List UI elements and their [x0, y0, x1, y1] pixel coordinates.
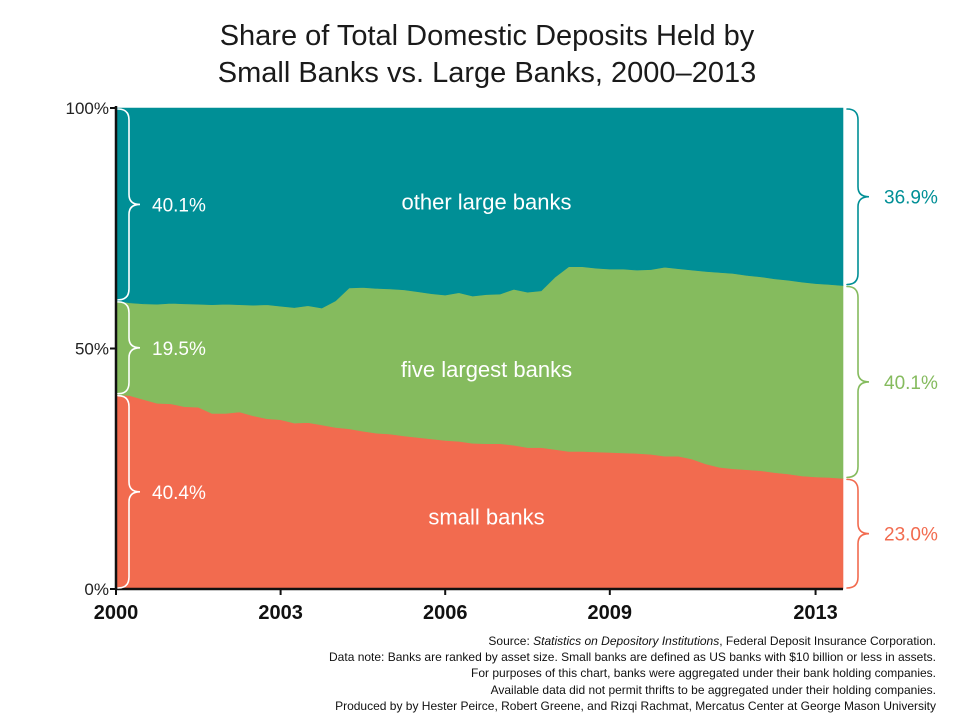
x-tick-label: 2006	[423, 602, 468, 624]
series-labels: small banks 40.4% 23.0% five largest banks 1…	[117, 108, 938, 589]
data-note-line: Data note: Banks are ranked by asset siz…	[329, 650, 936, 665]
end-value-other-large-banks: 36.9%	[884, 188, 938, 209]
end-value-small-banks: 23.0%	[884, 525, 938, 546]
source-line: Source: Statistics on Depository Institu…	[176, 633, 936, 649]
x-tick-label: 2009	[588, 602, 633, 624]
start-value-other-large-banks: 40.1%	[152, 195, 206, 216]
x-tick-label: 2003	[258, 602, 303, 624]
credits-line: Produced by by Hester Peirce, Robert Gre…	[335, 698, 936, 713]
series-label-five-largest-banks: five largest banks	[401, 357, 572, 382]
start-brace-small-banks	[117, 394, 141, 589]
chart-title-line-1: Share of Total Domestic Deposits Held by	[220, 20, 755, 52]
series-label-small-banks: small banks	[428, 504, 544, 529]
thrifts-note-line: Available data did not permit thrifts to…	[490, 682, 936, 697]
stacked-areas	[115, 107, 844, 590]
axes: 0% 50% 100% 2000 2003 2006 2009 2013	[66, 99, 843, 624]
series-label-other-large-banks: other large banks	[402, 189, 572, 214]
end-brace-five-largest-banks	[846, 285, 870, 479]
start-brace-other-large-banks	[117, 108, 141, 301]
start-value-five-largest-banks: 19.5%	[152, 339, 206, 360]
source-title: Statistics on Depository Institutions	[533, 634, 720, 648]
y-tick-label: 50%	[75, 340, 109, 359]
end-brace-small-banks	[846, 478, 870, 589]
x-tick-label: 2000	[94, 602, 139, 624]
start-brace-five-largest-banks	[117, 301, 141, 395]
end-brace-other-large-banks	[846, 108, 870, 286]
source-suffix: , Federal Deposit Insurance Corporation.	[719, 634, 936, 648]
end-value-five-largest-banks: 40.1%	[884, 373, 938, 394]
y-tick-label: 0%	[84, 580, 109, 599]
source-prefix: Source:	[488, 634, 534, 648]
y-tick-label: 100%	[66, 99, 109, 118]
x-tick-label: 2013	[793, 602, 838, 624]
start-value-small-banks: 40.4%	[152, 483, 206, 504]
chart-title-line-2: Small Banks vs. Large Banks, 2000–2013	[218, 57, 756, 89]
aggregation-note-line: For purposes of this chart, banks were a…	[471, 666, 936, 681]
source-notes: Source: Statistics on Depository Institu…	[176, 633, 936, 714]
area-other-large-banks	[115, 107, 844, 309]
